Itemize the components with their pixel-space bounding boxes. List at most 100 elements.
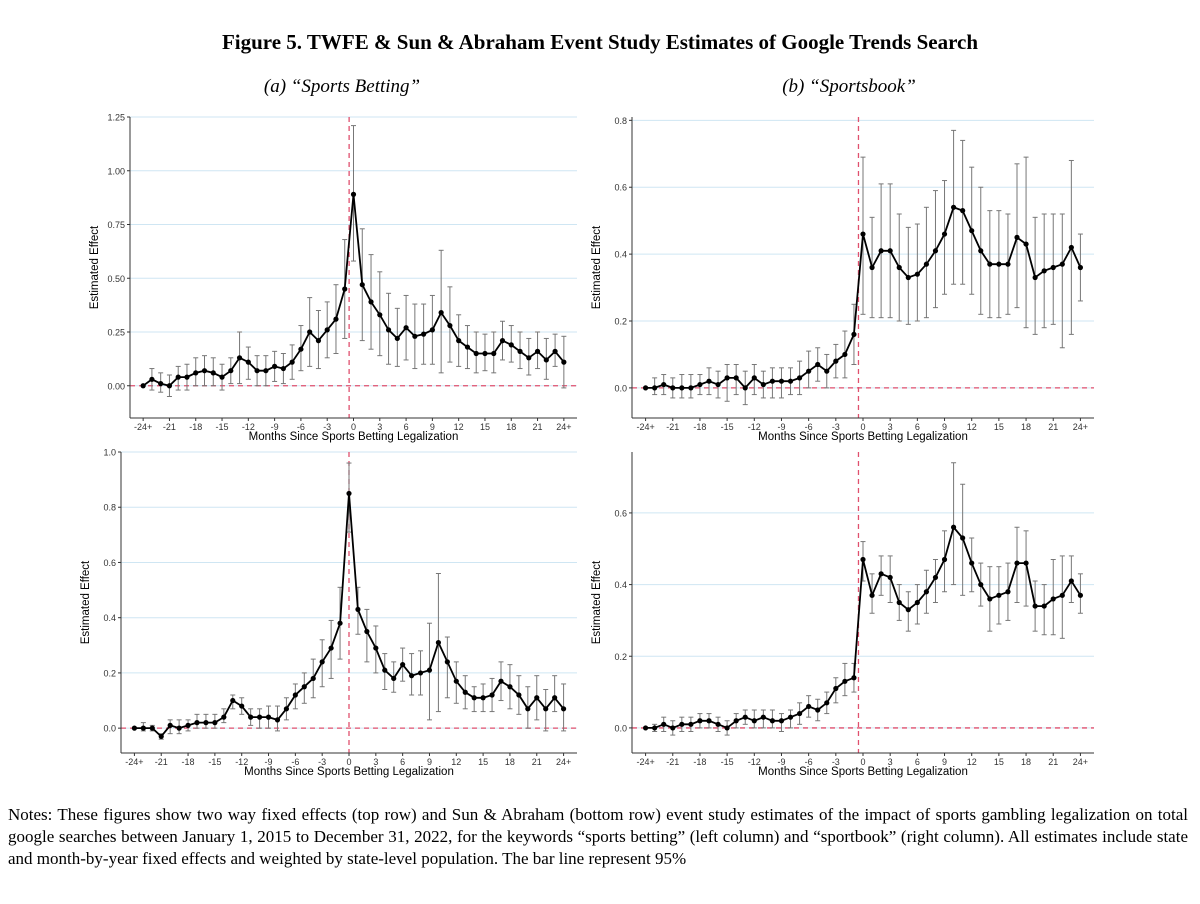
y-tick-label: 0.50 — [107, 274, 125, 284]
y-tick-label: 0.6 — [614, 508, 627, 518]
estimate-point — [796, 710, 803, 717]
estimate-point — [1077, 592, 1084, 598]
estimate-point — [221, 714, 227, 720]
estimate-point — [167, 722, 173, 728]
estimate-point — [724, 375, 730, 381]
estimate-point — [652, 385, 658, 391]
estimate-point — [516, 692, 522, 698]
estimate-point — [201, 368, 208, 374]
figure-title: Figure 5. TWFE & Sun & Abraham Event Stu… — [221, 30, 979, 54]
estimate-point — [364, 628, 370, 635]
estimate-point — [661, 381, 667, 388]
estimate-point — [377, 312, 383, 318]
estimate-point — [498, 678, 504, 684]
estimate-point — [742, 385, 748, 391]
y-tick-label: 0.8 — [103, 503, 116, 513]
estimate-point — [412, 333, 418, 339]
x-tick-label: 24+ — [1073, 422, 1088, 432]
x-tick-label: 6 — [404, 422, 409, 432]
estimate-point — [787, 714, 794, 720]
x-tick-label: -6 — [297, 422, 305, 432]
x-tick-label: 12 — [967, 757, 977, 767]
estimate-point — [996, 261, 1002, 267]
estimate-point — [462, 689, 468, 695]
x-tick-label: 15 — [478, 757, 488, 767]
x-tick-label: 9 — [942, 757, 947, 767]
estimate-point — [842, 351, 848, 358]
estimate-point — [525, 706, 531, 712]
x-tick-label: -15 — [721, 422, 734, 432]
estimate-point — [824, 700, 830, 706]
estimate-point — [400, 662, 406, 668]
estimate-point — [272, 363, 278, 369]
x-tick-label: -24+ — [636, 757, 654, 767]
estimate-point — [769, 718, 776, 724]
estimate-point — [1041, 268, 1047, 274]
estimate-point — [978, 248, 984, 254]
estimate-point — [778, 378, 785, 384]
estimate-point — [778, 718, 785, 724]
x-tick-label: -6 — [805, 422, 813, 432]
estimate-point — [851, 331, 857, 337]
estimate-point — [697, 381, 703, 388]
estimate-point — [158, 381, 164, 387]
estimate-point — [447, 322, 453, 329]
estimate-point — [914, 271, 920, 277]
x-tick-label: -18 — [182, 757, 195, 767]
estimate-point — [923, 589, 930, 595]
x-tick-label: -15 — [216, 422, 229, 432]
estimate-point — [1005, 589, 1011, 595]
estimate-point — [310, 675, 316, 682]
x-axis-label: Months Since Sports Betting Legalization — [758, 431, 968, 443]
x-tick-label: 21 — [1048, 757, 1058, 767]
estimate-point — [350, 191, 357, 197]
estimate-point — [760, 714, 766, 720]
estimate-point — [706, 718, 712, 724]
estimate-point — [543, 357, 549, 363]
estimate-point — [688, 721, 694, 727]
estimate-point — [131, 725, 138, 731]
estimate-point — [298, 346, 304, 352]
estimate-point — [842, 678, 848, 684]
estimate-point — [482, 350, 488, 357]
estimate-point — [905, 607, 911, 613]
estimate-point — [319, 659, 325, 665]
x-tick-label: 15 — [994, 757, 1004, 767]
estimate-point — [560, 706, 567, 712]
y-tick-label: 0.8 — [614, 116, 627, 126]
estimate-point — [149, 376, 155, 382]
estimate-point — [806, 703, 812, 710]
y-tick-label: 1.0 — [103, 448, 116, 458]
estimate-point — [869, 592, 875, 598]
estimate-point — [851, 675, 857, 681]
estimate-point — [715, 381, 721, 388]
estimate-point — [670, 385, 676, 391]
estimate-point — [860, 231, 866, 237]
estimate-point — [140, 383, 146, 389]
estimate-point — [1014, 234, 1020, 240]
estimate-point — [346, 490, 352, 497]
y-tick-label: 0.25 — [107, 328, 125, 338]
estimate-point — [950, 524, 957, 530]
x-tick-label: 18 — [506, 422, 516, 432]
figure-notes: Notes: These figures show two way fixed … — [8, 805, 1188, 868]
estimate-point — [385, 327, 392, 333]
x-tick-label: 0 — [860, 422, 865, 432]
estimate-point — [438, 310, 444, 316]
x-tick-label: 0 — [346, 757, 351, 767]
estimate-point — [751, 375, 757, 381]
x-tick-label: -6 — [805, 757, 813, 767]
x-tick-label: 9 — [427, 757, 432, 767]
estimate-point — [517, 348, 523, 354]
estimate-point — [679, 385, 685, 391]
x-tick-label: -21 — [163, 422, 176, 432]
x-tick-label: 3 — [373, 757, 378, 767]
x-axis-label: Months Since Sports Betting Legalization — [244, 766, 454, 778]
estimate-point — [499, 338, 506, 344]
estimate-point — [534, 695, 540, 701]
estimate-point — [642, 385, 649, 391]
x-tick-label: -21 — [666, 422, 679, 432]
estimate-point — [256, 714, 263, 720]
estimate-point — [203, 720, 209, 726]
